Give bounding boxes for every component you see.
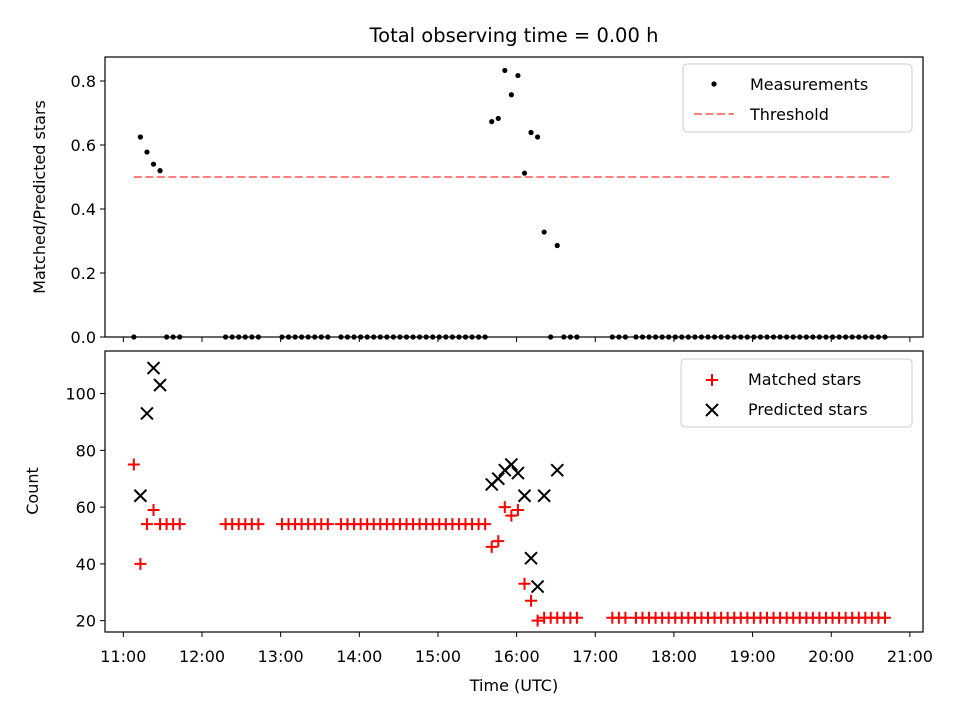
bottom-x-tick-label: 17:00 — [572, 647, 618, 666]
legend-predicted-label: Predicted stars — [748, 400, 868, 419]
top-y-tick-label: 0.6 — [71, 136, 96, 155]
top-legend: Measurements Threshold — [682, 63, 913, 133]
bottom-y-tick-label: 40 — [76, 555, 96, 574]
matched-star-point — [140, 518, 153, 531]
matched-star-point — [531, 614, 544, 627]
measurement-point — [137, 134, 143, 140]
bottom-x-axis-label: Time (UTC) — [469, 676, 558, 695]
bottom-plot-frame — [104, 350, 924, 633]
matched-star-point — [570, 611, 583, 624]
matched-star-point — [321, 518, 334, 531]
bottom-x-tick-label: 11:00 — [100, 647, 146, 666]
predicted-star-point — [524, 551, 538, 565]
top-panel: Total observing time = 0.00 h Matched/Pr… — [30, 24, 924, 347]
matched-star-point — [134, 557, 147, 570]
matched-star-point — [485, 540, 498, 553]
bottom-x-tick-label: 12:00 — [179, 647, 225, 666]
measurement-point — [495, 115, 501, 122]
bottom-y-axis: 20 40 60 80 100 — [65, 385, 105, 631]
bottom-x-tick-label: 18:00 — [651, 647, 697, 666]
legend-measurements-marker — [711, 81, 717, 87]
predicted-star-point — [491, 472, 505, 486]
matched-star-point — [127, 458, 140, 471]
legend-threshold-label: Threshold — [749, 105, 829, 124]
top-y-tick-label: 0.2 — [71, 264, 96, 283]
predicted-star-point — [511, 466, 525, 480]
predicted-star-point — [153, 378, 167, 392]
top-y-axis-label: Matched/Predicted stars — [30, 100, 49, 294]
predicted-star-point — [550, 463, 564, 477]
matched-star-point — [619, 611, 632, 624]
bottom-y-tick-label: 20 — [76, 612, 96, 631]
matched-star-point — [518, 577, 531, 590]
chart-title: Total observing time = 0.00 h — [369, 24, 659, 47]
measurement-point — [554, 242, 560, 249]
top-y-tick-label: 0.4 — [71, 200, 96, 219]
matched-star-point — [252, 518, 265, 531]
bottom-y-axis-label: Count — [23, 467, 42, 515]
bottom-y-tick-label: 80 — [76, 441, 96, 460]
measurement-point — [515, 72, 521, 79]
bottom-x-tick-label: 20:00 — [808, 647, 854, 666]
measurement-point — [144, 149, 150, 155]
legend-matched-marker — [706, 374, 718, 386]
matched-star-point — [511, 503, 524, 516]
predicted-star-point — [133, 489, 148, 503]
matched-star-point — [505, 509, 518, 522]
measurement-point — [521, 170, 528, 176]
bottom-y-tick-label: 100 — [65, 385, 96, 404]
top-x-axis — [122, 337, 911, 342]
predicted-star-point — [140, 406, 154, 421]
predicted-star-point — [146, 361, 161, 375]
bottom-y-tick-label: 60 — [76, 498, 96, 517]
predicted-star-point — [504, 457, 519, 472]
matched-star-point — [878, 611, 891, 624]
bottom-x-tick-label: 13:00 — [258, 647, 304, 666]
measurement-point — [157, 168, 163, 174]
top-plot-frame — [104, 56, 924, 338]
measurement-point — [502, 67, 508, 74]
measurement-point — [541, 229, 547, 235]
top-y-tick-label: 0.0 — [71, 328, 96, 347]
bottom-x-tick-label: 15:00 — [415, 647, 461, 666]
predicted-star-point — [517, 489, 532, 503]
bottom-plot-marks — [127, 361, 891, 627]
legend-measurements-label: Measurements — [750, 75, 868, 94]
matched-star-point — [498, 501, 511, 514]
measurement-point — [150, 161, 157, 167]
matched-star-point — [525, 594, 538, 607]
top-y-axis: 0.0 0.2 0.4 0.6 0.8 — [71, 72, 105, 347]
top-y-tick-label: 0.8 — [71, 72, 96, 91]
measurement-point — [528, 129, 534, 136]
bottom-legend-box — [680, 358, 913, 428]
bottom-x-tick-label: 14:00 — [336, 647, 382, 666]
measurement-point — [508, 92, 514, 98]
matched-star-point — [492, 535, 505, 548]
matched-star-point — [147, 503, 160, 516]
bottom-legend: Matched stars Predicted stars — [680, 358, 913, 428]
matched-star-point — [173, 518, 186, 531]
legend-predicted-marker — [705, 403, 719, 417]
bottom-x-axis: 11:00 12:00 13:00 14:00 15:00 16:00 17:00 18:00… — [100, 632, 933, 666]
predicted-star-point — [537, 489, 551, 503]
matched-star-point — [479, 518, 492, 531]
predicted-star-point — [530, 579, 545, 594]
bottom-x-tick-label: 21:00 — [887, 647, 933, 666]
top-legend-box — [682, 63, 913, 133]
measurement-point — [489, 119, 495, 125]
bottom-x-tick-label: 19:00 — [730, 647, 776, 666]
measurement-point — [534, 134, 541, 140]
bottom-x-tick-label: 16:00 — [494, 647, 540, 666]
legend-matched-label: Matched stars — [748, 370, 861, 389]
